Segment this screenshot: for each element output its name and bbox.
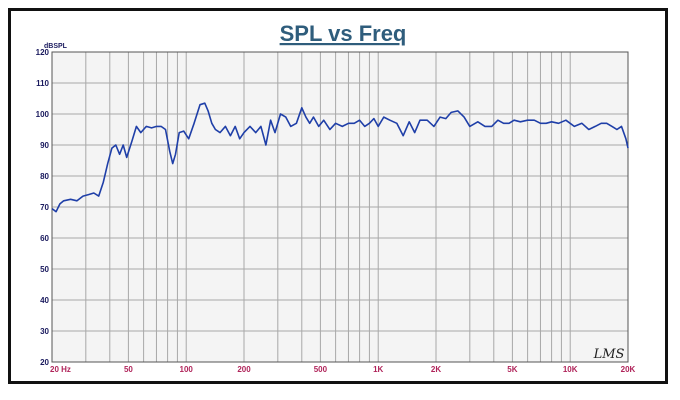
x-tick-label: 1K (373, 365, 383, 374)
x-tick-label: 5K (507, 365, 517, 374)
y-tick-label: 110 (36, 79, 49, 88)
x-tick-label: 20K (621, 365, 636, 374)
y-tick-label: 120 (36, 48, 50, 57)
plot-border (51, 51, 629, 363)
y-tick-label: 50 (40, 265, 49, 274)
x-tick-label: 500 (314, 365, 328, 374)
x-tick-label: 2K (431, 365, 441, 374)
spl-curve (51, 102, 629, 213)
y-tick-label: 20 (40, 358, 49, 367)
x-tick-label: 50 (124, 365, 133, 374)
chart-title: SPL vs Freq (280, 21, 407, 46)
chart-frame: SPL vs Freq dBSPL 120 110 100 90 80 70 60 50 40 3… (8, 8, 668, 384)
y-axis-unit-label: dBSPL (44, 43, 68, 50)
y-tick-label: 80 (40, 172, 49, 181)
y-tick-label: 100 (36, 110, 50, 119)
y-tick-label: 40 (40, 296, 49, 305)
y-tick-label: 70 (40, 203, 49, 212)
x-tick-label: 200 (237, 365, 251, 374)
x-tick-label: 10K (563, 365, 578, 374)
x-tick-label: 100 (180, 365, 194, 374)
lms-watermark: LMS (593, 347, 625, 362)
y-tick-label: 30 (40, 327, 49, 336)
chart: SPL vs Freq dBSPL 120 110 100 90 80 70 60 50 40 3… (36, 21, 636, 374)
y-tick-label: 60 (40, 234, 49, 243)
x-tick-label: 20 Hz (50, 365, 71, 374)
y-tick-label: 90 (40, 141, 49, 150)
